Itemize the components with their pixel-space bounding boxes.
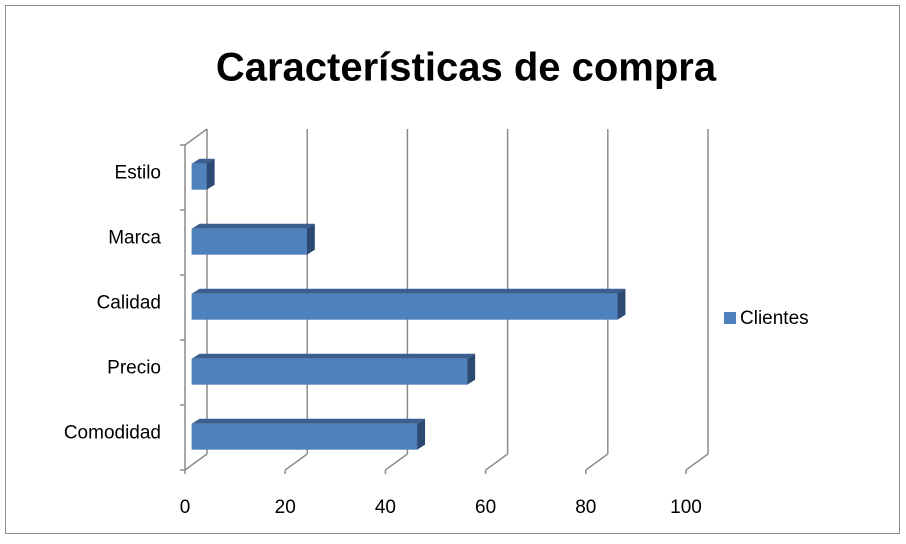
bar [191,358,468,385]
bar-side [206,158,215,190]
y-tick-label: Estilo [115,163,161,184]
y-tick-label: Marca [108,228,161,249]
bar-top [191,223,315,229]
y-tick-label: Comodidad [64,423,161,444]
y-tick-label: Calidad [97,293,161,314]
bar [191,423,418,450]
grid-line [585,453,609,471]
x-tick-label: 20 [275,497,296,518]
bar-top [191,353,476,359]
grid-line [384,453,408,471]
x-tick-label: 60 [475,497,496,518]
grid-line [184,453,208,471]
bar-side [417,418,426,450]
wall-edge [184,128,208,146]
chart-title: Características de compra [216,46,717,90]
y-tick-label: Precio [107,358,161,379]
bar-top [191,418,426,424]
x-tick-label: 40 [375,497,396,518]
x-tick-label: 100 [670,497,702,518]
x-tick-label: 80 [575,497,596,518]
legend-swatch [724,312,736,324]
grid-line [685,453,709,471]
bar-side [617,288,626,320]
bar [191,163,207,190]
bar-side [306,223,315,255]
bar-top [191,158,215,164]
chart-border [5,5,900,534]
grid-line [485,453,509,471]
x-tick-label: 0 [180,497,191,518]
bar [191,228,307,255]
legend-label: Clientes [740,308,809,329]
bar-side [467,353,476,385]
bar [191,293,618,320]
grid-line [284,453,308,471]
bar-top [191,288,626,294]
